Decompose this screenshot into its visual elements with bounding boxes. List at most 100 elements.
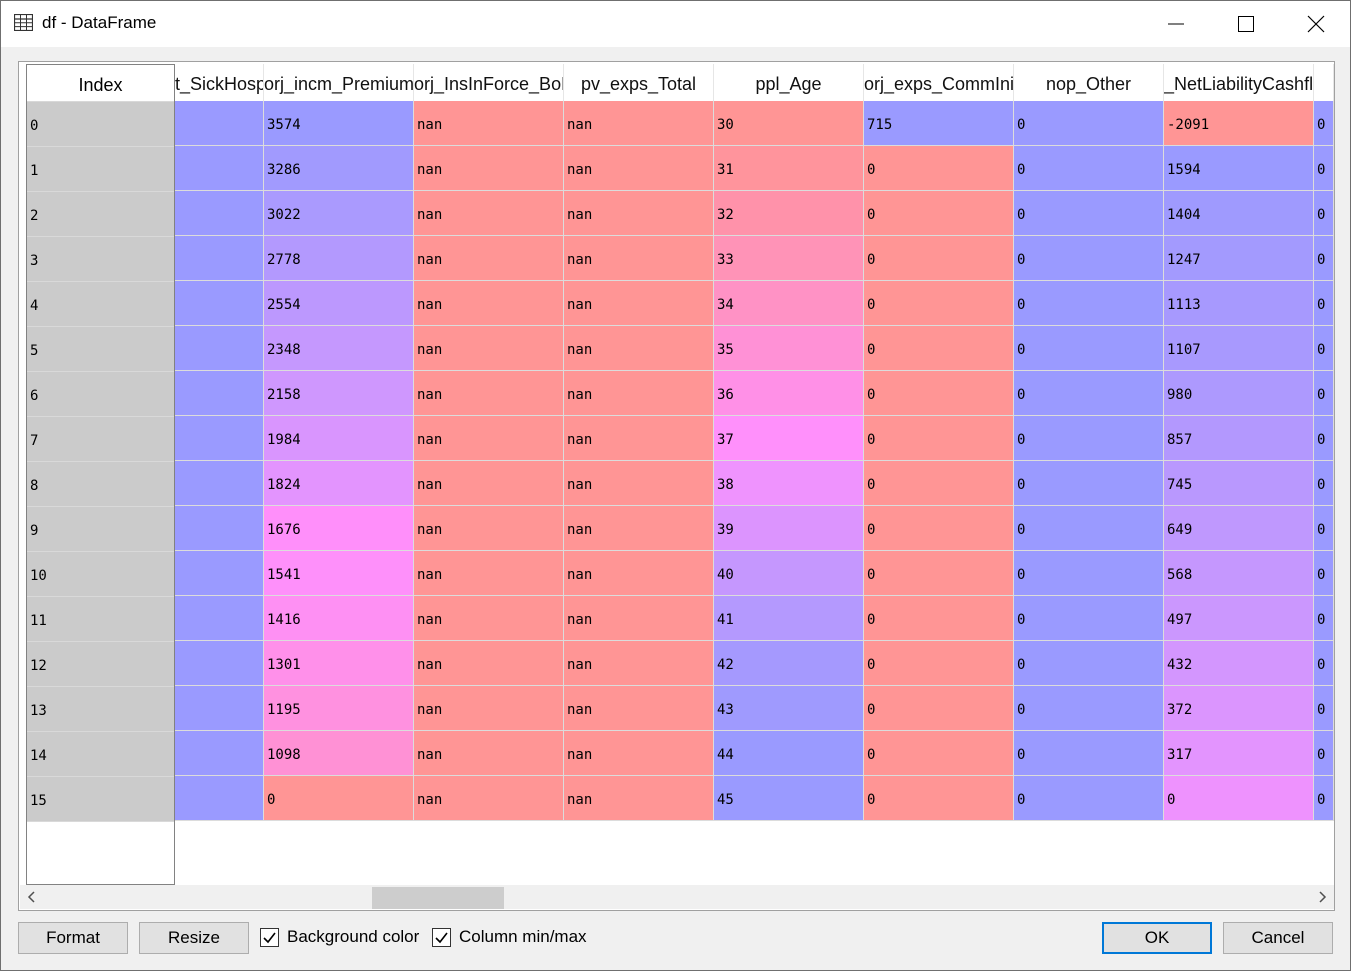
table-cell[interactable]: nan (414, 371, 564, 416)
table-cell[interactable]: 1301 (264, 641, 414, 686)
table-cell[interactable]: nan (414, 146, 564, 191)
table-cell[interactable]: 0 (864, 326, 1014, 371)
column-minmax-checkbox[interactable] (432, 928, 451, 947)
table-cell[interactable]: 432 (1164, 641, 1314, 686)
table-cell[interactable]: 0 (864, 461, 1014, 506)
table-cell[interactable] (175, 146, 264, 191)
table-cell[interactable]: 1416 (264, 596, 414, 641)
table-cell[interactable]: nan (564, 641, 714, 686)
column-header[interactable]: orj_incm_Premium (264, 64, 414, 101)
minimize-button[interactable] (1141, 1, 1211, 47)
table-cell[interactable]: 0 (864, 371, 1014, 416)
table-cell[interactable]: 0 (1014, 326, 1164, 371)
close-button[interactable] (1281, 1, 1351, 47)
table-cell[interactable]: 0 (1314, 146, 1334, 191)
index-cell[interactable]: 5 (27, 327, 174, 372)
table-cell[interactable]: 1984 (264, 416, 414, 461)
table-cell[interactable] (175, 416, 264, 461)
table-cell[interactable]: 0 (1014, 596, 1164, 641)
index-cell[interactable]: 7 (27, 417, 174, 462)
table-cell[interactable] (175, 551, 264, 596)
column-header[interactable] (1314, 64, 1334, 101)
table-cell[interactable]: 30 (714, 101, 864, 146)
table-cell[interactable]: 0 (1314, 461, 1334, 506)
background-color-checkbox[interactable] (260, 928, 279, 947)
table-cell[interactable]: 2554 (264, 281, 414, 326)
table-cell[interactable]: 0 (1014, 101, 1164, 146)
table-cell[interactable]: nan (414, 776, 564, 821)
table-cell[interactable]: nan (564, 551, 714, 596)
maximize-button[interactable] (1211, 1, 1281, 47)
table-cell[interactable]: 497 (1164, 596, 1314, 641)
table-cell[interactable]: nan (414, 416, 564, 461)
index-cell[interactable]: 13 (27, 687, 174, 732)
table-cell[interactable]: 0 (1014, 776, 1164, 821)
table-cell[interactable]: 33 (714, 236, 864, 281)
table-cell[interactable]: 0 (864, 731, 1014, 776)
table-cell[interactable]: 0 (1314, 686, 1334, 731)
table-cell[interactable]: 0 (1314, 101, 1334, 146)
column-header[interactable]: nop_Other (1014, 64, 1164, 101)
table-cell[interactable]: 1404 (1164, 191, 1314, 236)
table-cell[interactable]: nan (414, 686, 564, 731)
table-cell[interactable]: 0 (1314, 551, 1334, 596)
table-cell[interactable]: nan (414, 191, 564, 236)
table-cell[interactable] (175, 731, 264, 776)
table-cell[interactable] (175, 281, 264, 326)
column-header[interactable]: orj_InsInForce_BoP (414, 64, 564, 101)
table-cell[interactable]: 0 (1014, 506, 1164, 551)
table-cell[interactable]: nan (414, 731, 564, 776)
table-cell[interactable]: nan (564, 191, 714, 236)
table-cell[interactable]: 0 (1314, 326, 1334, 371)
table-cell[interactable]: nan (564, 326, 714, 371)
table-cell[interactable] (175, 101, 264, 146)
table-cell[interactable]: 0 (264, 776, 414, 821)
table-cell[interactable]: 2348 (264, 326, 414, 371)
index-cell[interactable]: 0 (27, 102, 174, 147)
table-cell[interactable] (175, 236, 264, 281)
table-cell[interactable]: 0 (864, 641, 1014, 686)
table-cell[interactable]: 39 (714, 506, 864, 551)
table-cell[interactable]: 0 (864, 506, 1014, 551)
table-cell[interactable]: nan (564, 731, 714, 776)
index-cell[interactable]: 12 (27, 642, 174, 687)
table-cell[interactable]: 0 (1314, 776, 1334, 821)
cancel-button[interactable]: Cancel (1223, 922, 1333, 954)
table-cell[interactable]: 3022 (264, 191, 414, 236)
table-cell[interactable]: nan (564, 146, 714, 191)
table-cell[interactable]: 3286 (264, 146, 414, 191)
table-cell[interactable]: 0 (1314, 371, 1334, 416)
scroll-right-button[interactable] (1310, 885, 1334, 909)
index-cell[interactable]: 2 (27, 192, 174, 237)
table-cell[interactable] (175, 191, 264, 236)
table-cell[interactable]: 0 (864, 551, 1014, 596)
table-cell[interactable]: 372 (1164, 686, 1314, 731)
format-button[interactable]: Format (18, 922, 128, 954)
table-cell[interactable]: 38 (714, 461, 864, 506)
table-cell[interactable] (175, 326, 264, 371)
resize-button[interactable]: Resize (139, 922, 249, 954)
index-cell[interactable]: 3 (27, 237, 174, 282)
table-cell[interactable]: 0 (1014, 146, 1164, 191)
table-cell[interactable]: 31 (714, 146, 864, 191)
table-cell[interactable]: 0 (864, 191, 1014, 236)
table-cell[interactable]: 0 (1014, 416, 1164, 461)
table-cell[interactable]: 41 (714, 596, 864, 641)
table-cell[interactable]: 980 (1164, 371, 1314, 416)
scroll-left-button[interactable] (20, 885, 44, 909)
index-cell[interactable]: 6 (27, 372, 174, 417)
table-cell[interactable]: 0 (864, 281, 1014, 326)
table-cell[interactable]: 32 (714, 191, 864, 236)
table-cell[interactable]: 0 (1014, 641, 1164, 686)
table-cell[interactable]: 42 (714, 641, 864, 686)
table-cell[interactable]: 40 (714, 551, 864, 596)
table-cell[interactable]: 0 (1014, 686, 1164, 731)
index-header[interactable]: Index (27, 65, 174, 102)
table-cell[interactable]: 1676 (264, 506, 414, 551)
table-cell[interactable]: 0 (1314, 236, 1334, 281)
table-cell[interactable]: 35 (714, 326, 864, 371)
table-cell[interactable]: 45 (714, 776, 864, 821)
table-cell[interactable]: 44 (714, 731, 864, 776)
table-cell[interactable]: 0 (864, 776, 1014, 821)
table-cell[interactable]: 1195 (264, 686, 414, 731)
